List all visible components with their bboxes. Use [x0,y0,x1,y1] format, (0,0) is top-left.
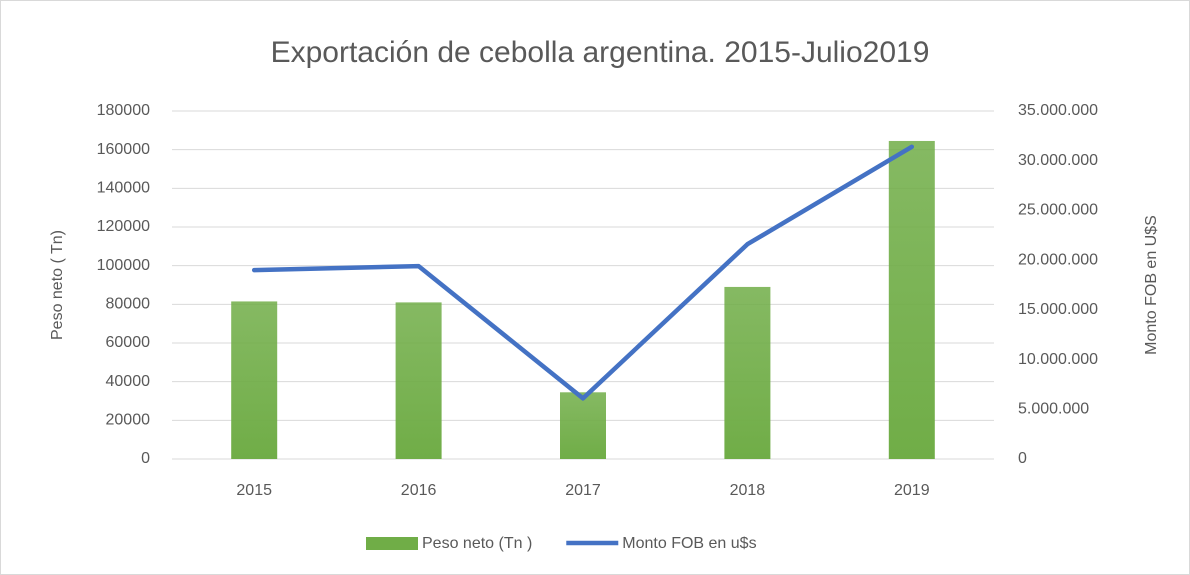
legend-swatch [366,537,418,550]
y2-tick-label: 35.000.000 [1018,102,1098,119]
y2-tick-label: 5.000.000 [1018,401,1089,418]
bar [231,301,278,459]
x-tick-label: 2016 [401,482,437,499]
y-tick-label: 120000 [97,218,150,235]
x-tick-label: 2015 [236,482,272,499]
legend-label: Monto FOB en u$s [622,535,756,552]
y-tick-label: 100000 [97,257,150,274]
y-axis-label: Peso neto ( Tn) [49,230,66,340]
bar [888,140,935,459]
y-tick-label: 180000 [97,102,150,119]
y-tick-label: 0 [141,450,150,467]
y2-tick-label: 25.000.000 [1018,202,1098,219]
bar [395,302,442,459]
y-tick-label: 60000 [106,334,151,351]
y-tick-label: 20000 [106,412,151,429]
bar [724,286,771,459]
y-tick-label: 80000 [106,296,151,313]
y2-tick-label: 10.000.000 [1018,351,1098,368]
x-tick-label: 2017 [565,482,601,499]
legend-label: Peso neto (Tn ) [422,535,532,552]
y2-tick-label: 30.000.000 [1018,152,1098,169]
x-tick-label: 2018 [730,482,766,499]
y-tick-label: 140000 [97,180,150,197]
y2-tick-label: 20.000.000 [1018,251,1098,268]
x-tick-label: 2019 [894,482,930,499]
y-tick-label: 160000 [97,141,150,158]
bar [560,392,606,459]
y2-tick-label: 15.000.000 [1018,301,1098,318]
y-tick-label: 40000 [106,373,151,390]
chart-title: Exportación de cebolla argentina. 2015-J… [271,36,930,69]
y2-tick-label: 0 [1018,450,1027,467]
y2-axis-label: Monto FOB en U$S [1143,215,1160,355]
line [251,144,915,401]
